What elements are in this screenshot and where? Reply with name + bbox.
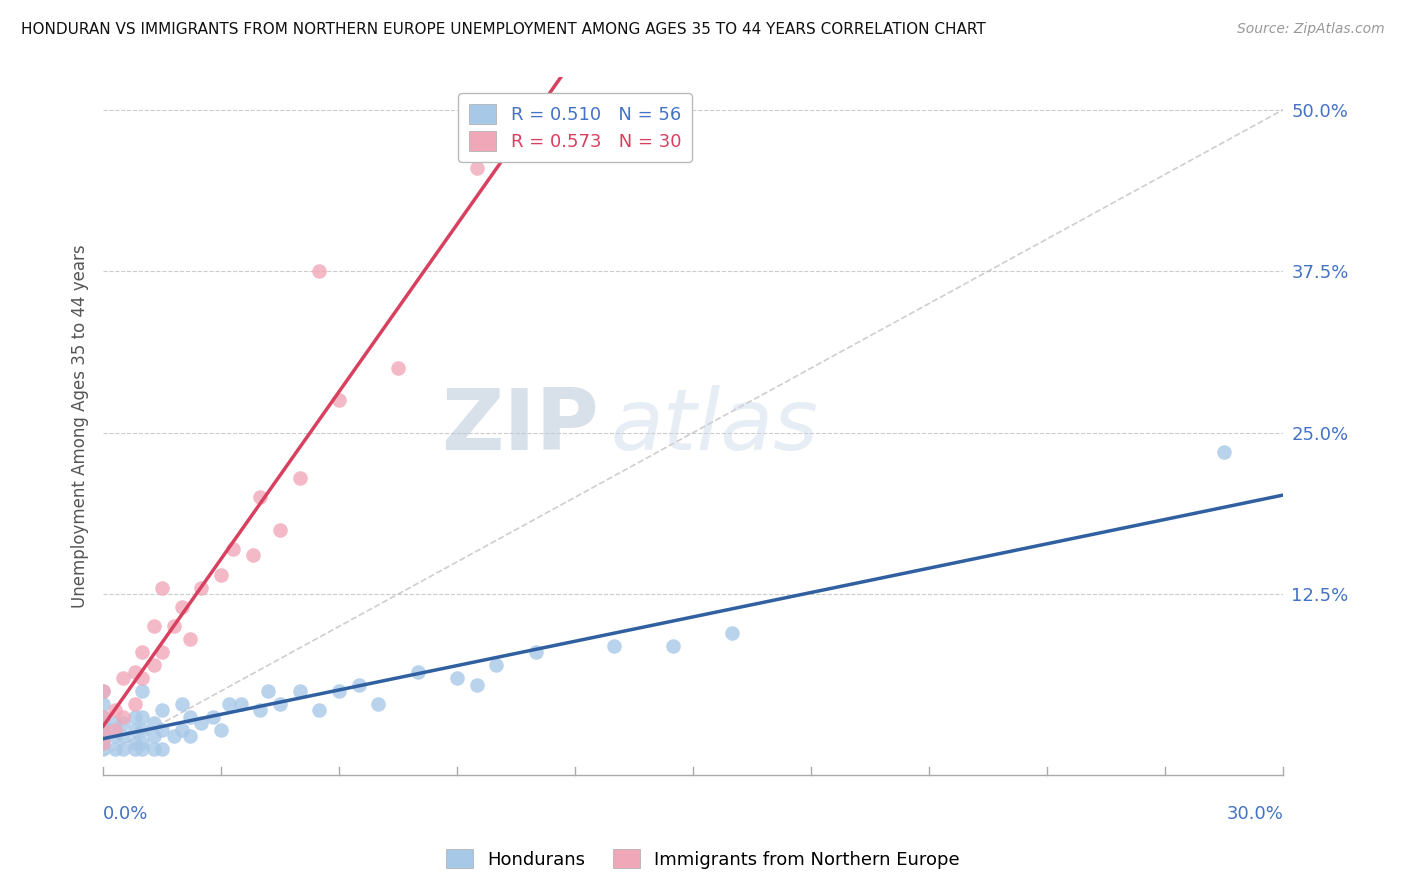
Point	[170, 600, 193, 615]
Point	[131, 671, 153, 685]
Point	[308, 703, 330, 717]
Point	[131, 645, 153, 659]
Point	[179, 729, 201, 743]
Point	[104, 723, 127, 737]
Point	[328, 684, 350, 698]
Point	[485, 658, 508, 673]
Point	[209, 567, 232, 582]
Point	[150, 742, 173, 756]
Point	[124, 742, 146, 756]
Legend: R = 0.510   N = 56, R = 0.573   N = 30: R = 0.510 N = 56, R = 0.573 N = 30	[458, 94, 692, 162]
Point	[257, 684, 280, 698]
Point	[170, 723, 193, 737]
Text: 30.0%: 30.0%	[1226, 805, 1284, 823]
Point	[124, 723, 146, 737]
Point	[91, 723, 114, 737]
Point	[150, 723, 173, 737]
Point	[242, 549, 264, 563]
Point	[269, 697, 291, 711]
Point	[143, 658, 166, 673]
Point	[124, 710, 146, 724]
Point	[111, 671, 134, 685]
Point	[91, 723, 114, 737]
Point	[143, 619, 166, 633]
Point	[143, 716, 166, 731]
Point	[91, 716, 114, 731]
Point	[150, 581, 173, 595]
Point	[150, 645, 173, 659]
Point	[446, 671, 468, 685]
Point	[111, 742, 134, 756]
Point	[170, 697, 193, 711]
Point	[91, 710, 114, 724]
Point	[91, 729, 114, 743]
Point	[218, 697, 240, 711]
Point	[163, 729, 186, 743]
Point	[406, 665, 429, 679]
Point	[387, 361, 409, 376]
Point	[209, 723, 232, 737]
Point	[143, 742, 166, 756]
Legend: Hondurans, Immigrants from Northern Europe: Hondurans, Immigrants from Northern Euro…	[439, 841, 967, 876]
Point	[104, 716, 127, 731]
Point	[465, 677, 488, 691]
Text: HONDURAN VS IMMIGRANTS FROM NORTHERN EUROPE UNEMPLOYMENT AMONG AGES 35 TO 44 YEA: HONDURAN VS IMMIGRANTS FROM NORTHERN EUR…	[21, 22, 986, 37]
Point	[328, 393, 350, 408]
Point	[249, 490, 271, 504]
Point	[229, 697, 252, 711]
Text: ZIP: ZIP	[441, 384, 599, 467]
Point	[131, 742, 153, 756]
Y-axis label: Unemployment Among Ages 35 to 44 years: Unemployment Among Ages 35 to 44 years	[72, 244, 89, 608]
Point	[124, 665, 146, 679]
Point	[347, 677, 370, 691]
Point	[131, 736, 153, 750]
Point	[143, 729, 166, 743]
Point	[91, 684, 114, 698]
Point	[131, 723, 153, 737]
Point	[308, 264, 330, 278]
Point	[202, 710, 225, 724]
Point	[150, 703, 173, 717]
Point	[124, 697, 146, 711]
Point	[124, 736, 146, 750]
Point	[91, 697, 114, 711]
Point	[721, 625, 744, 640]
Point	[524, 645, 547, 659]
Point	[179, 710, 201, 724]
Point	[662, 639, 685, 653]
Point	[603, 639, 626, 653]
Text: Source: ZipAtlas.com: Source: ZipAtlas.com	[1237, 22, 1385, 37]
Point	[111, 729, 134, 743]
Point	[131, 684, 153, 698]
Point	[111, 710, 134, 724]
Point	[163, 619, 186, 633]
Point	[104, 703, 127, 717]
Point	[269, 523, 291, 537]
Point	[288, 471, 311, 485]
Point	[288, 684, 311, 698]
Point	[104, 729, 127, 743]
Text: atlas: atlas	[610, 384, 818, 467]
Point	[91, 710, 114, 724]
Point	[179, 632, 201, 647]
Point	[465, 161, 488, 175]
Point	[190, 581, 212, 595]
Point	[91, 742, 114, 756]
Point	[104, 742, 127, 756]
Point	[190, 716, 212, 731]
Point	[367, 697, 389, 711]
Point	[111, 716, 134, 731]
Text: 0.0%: 0.0%	[103, 805, 149, 823]
Point	[91, 736, 114, 750]
Point	[249, 703, 271, 717]
Point	[131, 710, 153, 724]
Point	[222, 541, 245, 556]
Point	[91, 736, 114, 750]
Point	[1213, 445, 1236, 459]
Point	[91, 684, 114, 698]
